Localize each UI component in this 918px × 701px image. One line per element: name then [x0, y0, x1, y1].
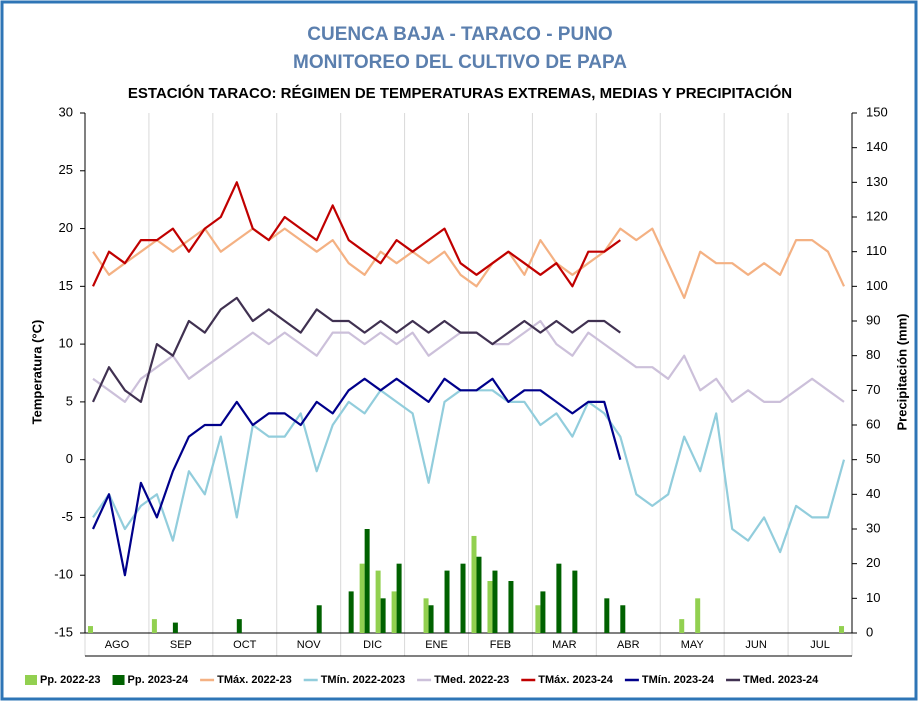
precip-bar	[460, 563, 466, 633]
chart-subtitle: MONITOREO DEL CULTIVO DE PAPA	[293, 52, 627, 73]
chart-heading: ESTACIÓN TARACO: RÉGIMEN DE TEMPERATURAS…	[128, 84, 792, 102]
x-tick-label: SEP	[170, 639, 192, 651]
y2-tick-label: 20	[866, 555, 880, 570]
precip-bar	[364, 529, 370, 633]
precip-bar	[556, 563, 562, 633]
precip-bar	[620, 605, 626, 633]
y-tick-label: 15	[59, 278, 73, 293]
precip-bar	[391, 591, 397, 633]
series-line	[92, 377, 622, 577]
precip-bar	[839, 626, 845, 633]
precip-bar	[604, 598, 610, 633]
legend-swatch	[25, 675, 37, 685]
series-line	[92, 296, 621, 403]
chart-title: CUENCA BAJA - TARACO - PUNO	[307, 24, 612, 45]
x-tick-label: OCT	[233, 639, 257, 651]
precip-bar	[316, 605, 322, 633]
precip-bar	[380, 598, 386, 633]
y2-tick-label: 0	[866, 624, 873, 639]
y2-tick-label: 140	[866, 139, 888, 154]
legend-label: TMáx. 2023-24	[538, 674, 613, 686]
x-tick-label: MAR	[552, 639, 577, 651]
precip-bar	[428, 605, 434, 633]
x-tick-label: ENE	[425, 639, 448, 651]
y-tick-label: 5	[66, 393, 73, 408]
y2-axis-title: Precipitación (mm)	[894, 313, 909, 430]
precip-bar	[572, 570, 578, 633]
precip-bar	[492, 570, 498, 633]
y2-tick-label: 120	[866, 208, 888, 223]
y-tick-label: -5	[61, 509, 73, 524]
precip-bar	[540, 591, 546, 633]
y2-tick-label: 10	[866, 590, 880, 605]
x-tick-label: FEB	[490, 639, 511, 651]
y-tick-label: 25	[59, 162, 73, 177]
y-tick-label: 10	[59, 336, 73, 351]
y2-tick-label: 150	[866, 104, 888, 119]
x-tick-label: JUL	[810, 639, 830, 651]
precip-bar	[348, 591, 354, 633]
precip-bar	[476, 556, 482, 633]
legend-label: TMín. 2023-24	[642, 674, 715, 686]
legend-label: Pp. 2022-23	[40, 674, 101, 686]
precip-bar	[508, 581, 514, 633]
y-tick-label: 20	[59, 220, 73, 235]
x-tick-label: DIC	[363, 639, 382, 651]
y2-tick-label: 80	[866, 347, 880, 362]
legend-label: Pp. 2023-24	[128, 674, 189, 686]
precip-bar	[487, 581, 493, 633]
x-tick-label: ABR	[617, 639, 640, 651]
legend-label: TMed. 2022-23	[434, 674, 509, 686]
precip-bar	[236, 619, 242, 633]
legend-label: TMed. 2023-24	[743, 674, 819, 686]
legend-swatch	[112, 675, 125, 685]
precip-bar	[695, 598, 701, 633]
x-tick-label: JUN	[745, 639, 766, 651]
y2-tick-label: 130	[866, 174, 888, 189]
precip-bar	[172, 622, 178, 633]
x-tick-label: NOV	[297, 639, 322, 651]
y2-tick-label: 50	[866, 451, 880, 466]
precip-bar	[535, 605, 541, 633]
precip-bar	[396, 563, 402, 633]
precip-bar	[151, 619, 157, 633]
legend-label: TMáx. 2022-23	[217, 674, 292, 686]
series-line	[92, 227, 845, 299]
precip-bar	[87, 626, 93, 633]
y2-tick-label: 100	[866, 278, 888, 293]
precip-bar	[471, 535, 477, 633]
legend-label: TMín. 2022-2023	[321, 674, 405, 686]
precip-bar	[375, 570, 381, 633]
y2-tick-label: 70	[866, 382, 880, 397]
y2-tick-label: 110	[866, 243, 887, 258]
y2-tick-label: 40	[866, 486, 880, 501]
y-tick-label: -15	[54, 624, 73, 639]
series-line	[92, 181, 621, 288]
precip-bar	[359, 563, 365, 633]
y2-tick-label: 60	[866, 416, 880, 431]
y2-tick-label: 30	[866, 520, 880, 535]
precip-bar	[444, 570, 450, 633]
y-tick-label: -10	[54, 567, 73, 582]
y-tick-label: 0	[66, 451, 73, 466]
y2-tick-label: 90	[866, 312, 880, 327]
x-tick-label: AGO	[105, 639, 130, 651]
precip-bar	[423, 598, 429, 633]
x-tick-label: MAY	[681, 639, 705, 651]
precip-bar	[679, 619, 685, 633]
y-axis-title: Temperatura (°C)	[29, 320, 44, 425]
y-tick-label: 30	[59, 104, 73, 119]
